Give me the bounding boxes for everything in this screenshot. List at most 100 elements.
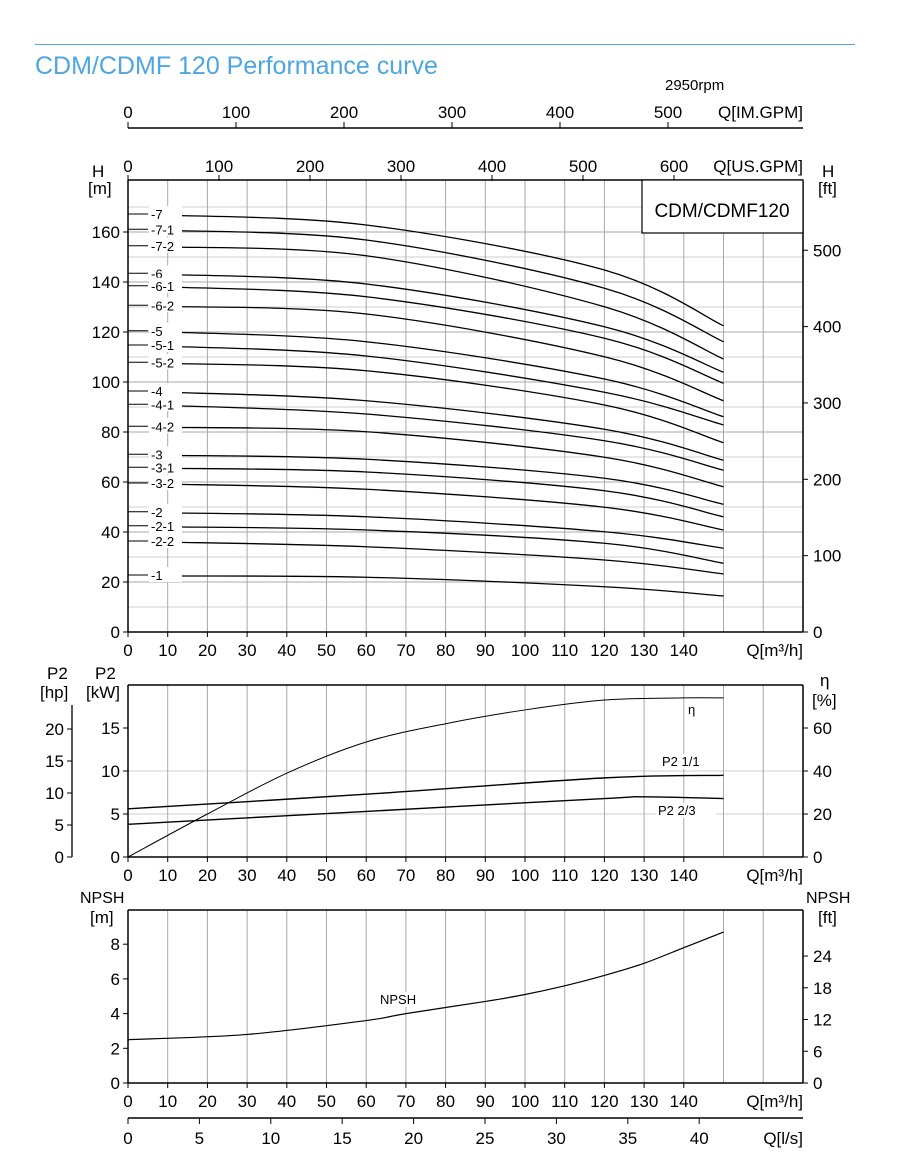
ls-tick-label: 15 (333, 1129, 352, 1148)
x-tick-label: 0 (123, 1092, 132, 1111)
curve-label: -3-2 (151, 476, 174, 491)
x-tick-label: 60 (357, 1092, 376, 1111)
ls-tick-label: 35 (618, 1129, 637, 1148)
x-tick-label: 80 (436, 641, 455, 660)
us-gpm-tick-label: 0 (123, 157, 132, 176)
y-right-tick-label: 400 (813, 318, 841, 337)
im-gpm-tick-label: 100 (222, 103, 250, 122)
curve-label: -1 (151, 568, 163, 583)
x-tick-label: 140 (670, 866, 698, 885)
eff-tick-label: 60 (813, 719, 832, 738)
curve-label-bg (149, 277, 182, 293)
npsh-ft-tick-label: 18 (813, 979, 832, 998)
series-label: η (688, 702, 695, 717)
curve-label: -2-1 (151, 519, 174, 534)
x-tick-label: 110 (551, 866, 578, 885)
head-curve-4-1 (159, 404, 724, 471)
head-curve-2 (159, 512, 724, 549)
head-curve-1 (159, 575, 724, 597)
x-tick-label: 50 (317, 1092, 336, 1111)
x-tick-label: 90 (476, 866, 495, 885)
x-tick-label: 60 (357, 866, 376, 885)
curve-label-bg (149, 418, 182, 434)
head-curve-7-2 (159, 246, 724, 360)
curve-label-bg (149, 337, 182, 352)
npsh-m-tick-label: 4 (111, 1005, 120, 1024)
curve-label-bg (149, 297, 182, 313)
y-right-axis-unit: [ft] (818, 179, 837, 198)
eff-axis-unit: [%] (812, 691, 837, 710)
curve-label: -3-1 (151, 460, 174, 475)
x-tick-label: 50 (317, 866, 336, 885)
x-tick-label: 100 (511, 866, 539, 885)
curve-label: -4-1 (151, 397, 174, 412)
us-gpm-tick-label: 600 (660, 157, 688, 176)
curve-label-bg (149, 503, 182, 519)
y-right-axis-label: H (822, 162, 834, 181)
us-gpm-tick-label: 200 (296, 157, 324, 176)
npsh-ft-tick-label: 12 (813, 1011, 832, 1030)
kw-axis-unit: [kW] (86, 683, 120, 702)
x-axis-label: Q[m³/h] (746, 641, 803, 660)
x-tick-label: 100 (511, 1092, 539, 1111)
hp-tick-label: 10 (45, 784, 64, 803)
curve-label: -4 (151, 384, 163, 399)
x-tick-label: 0 (123, 641, 132, 660)
ls-tick-label: 30 (547, 1129, 566, 1148)
x-tick-label: 10 (158, 641, 177, 660)
x-tick-label: 120 (590, 1092, 618, 1111)
x-tick-label: 0 (123, 866, 132, 885)
curve-label-bg (149, 265, 182, 281)
series-label: NPSH (380, 992, 416, 1007)
us-gpm-tick-label: 100 (205, 157, 233, 176)
curve-label: -7-2 (151, 239, 174, 254)
head-curve-7-1 (159, 229, 724, 343)
x-tick-label: 40 (277, 641, 296, 660)
curve-label: -5-2 (151, 355, 174, 370)
x-tick-label: 40 (277, 866, 296, 885)
hp-axis-unit: [hp] (40, 683, 68, 702)
kw-axis-label: P2 (95, 664, 116, 683)
npsh-curve (127, 931, 724, 1041)
curve-label-bg (149, 396, 182, 412)
kw-tick-label: 10 (101, 762, 120, 781)
kw-tick-label: 5 (111, 805, 120, 824)
us-gpm-tick-label: 400 (478, 157, 506, 176)
im-gpm-tick-label: 500 (654, 103, 682, 122)
x-tick-label: 110 (551, 1092, 578, 1111)
x-axis-label: Q[m³/h] (746, 1092, 803, 1111)
y-tick-label: 160 (92, 223, 120, 242)
curve-label: -2 (151, 505, 163, 520)
curve-label-bg (149, 237, 182, 253)
x-tick-label: 60 (357, 641, 376, 660)
y-tick-label: 0 (111, 623, 120, 642)
curve-label-bg (149, 475, 182, 490)
x-tick-label: 80 (436, 1092, 455, 1111)
curve-label: -5-1 (151, 338, 174, 353)
curve-label: -2-2 (151, 534, 174, 549)
im-gpm-tick-label: 400 (546, 103, 574, 122)
kw-tick-label: 15 (101, 719, 120, 738)
x-tick-label: 10 (158, 1092, 177, 1111)
npsh-axis-unit: [m] (90, 908, 114, 927)
im-gpm-tick-label: 200 (330, 103, 358, 122)
x-tick-label: 50 (317, 641, 336, 660)
y-right-tick-label: 0 (813, 623, 822, 642)
series-label-bg (686, 702, 700, 717)
im-gpm-axis-label: Q[IM.GPM] (718, 103, 803, 122)
npsh-ft-tick-label: 0 (813, 1074, 822, 1093)
hp-tick-label: 0 (55, 848, 64, 867)
curve-label-bg (149, 533, 182, 548)
npsh-right-axis-unit: [ft] (818, 908, 837, 927)
hp-tick-label: 15 (45, 752, 64, 771)
x-tick-label: 90 (476, 1092, 495, 1111)
im-gpm-tick-label: 0 (123, 103, 132, 122)
head-curve-6 (159, 273, 724, 373)
x-tick-label: 40 (277, 1092, 296, 1111)
head-curve-4 (159, 391, 724, 461)
curve-label-bg (149, 567, 182, 582)
ls-tick-label: 10 (261, 1129, 280, 1148)
x-tick-label: 120 (590, 641, 618, 660)
head-curve-3-2 (159, 483, 724, 531)
